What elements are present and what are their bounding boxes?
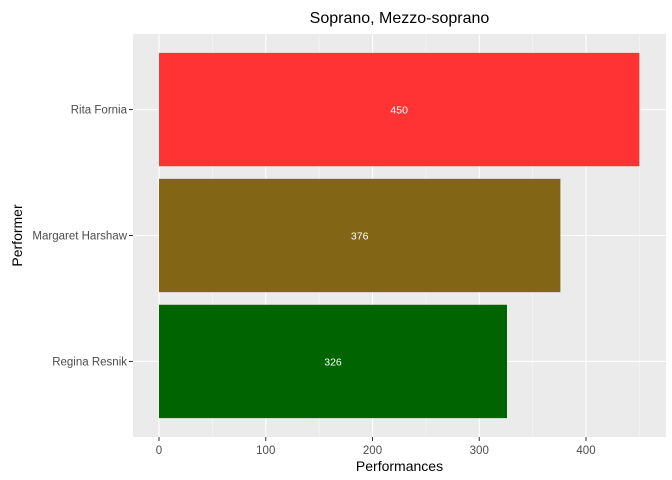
y-tick-label: Rita Fornia xyxy=(71,105,128,117)
x-axis-title: Performances xyxy=(356,458,443,474)
y-tick-label: Margaret Harshaw xyxy=(32,231,127,243)
bar xyxy=(159,304,508,419)
data-labels: 450 376 326 xyxy=(324,105,408,369)
y-axis-title: Performer xyxy=(9,204,25,267)
y-tick-label: Regina Resnik xyxy=(52,356,127,368)
data-label: 450 xyxy=(390,105,408,117)
x-axis: 0 100 200 300 400 xyxy=(156,437,596,457)
x-tick-label: 0 xyxy=(156,445,162,457)
x-tick-label: 100 xyxy=(256,445,275,457)
y-axis: Rita Fornia Margaret Harshaw Regina Resnik xyxy=(32,105,133,368)
bar xyxy=(159,178,561,293)
x-tick-label: 200 xyxy=(363,445,382,457)
x-tick-label: 300 xyxy=(470,445,489,457)
bars xyxy=(159,52,640,419)
bar xyxy=(159,52,640,167)
x-tick-label: 400 xyxy=(576,445,595,457)
chart-title: Soprano, Mezzo-soprano xyxy=(310,10,490,27)
data-label: 326 xyxy=(324,356,342,368)
data-label: 376 xyxy=(351,231,369,243)
